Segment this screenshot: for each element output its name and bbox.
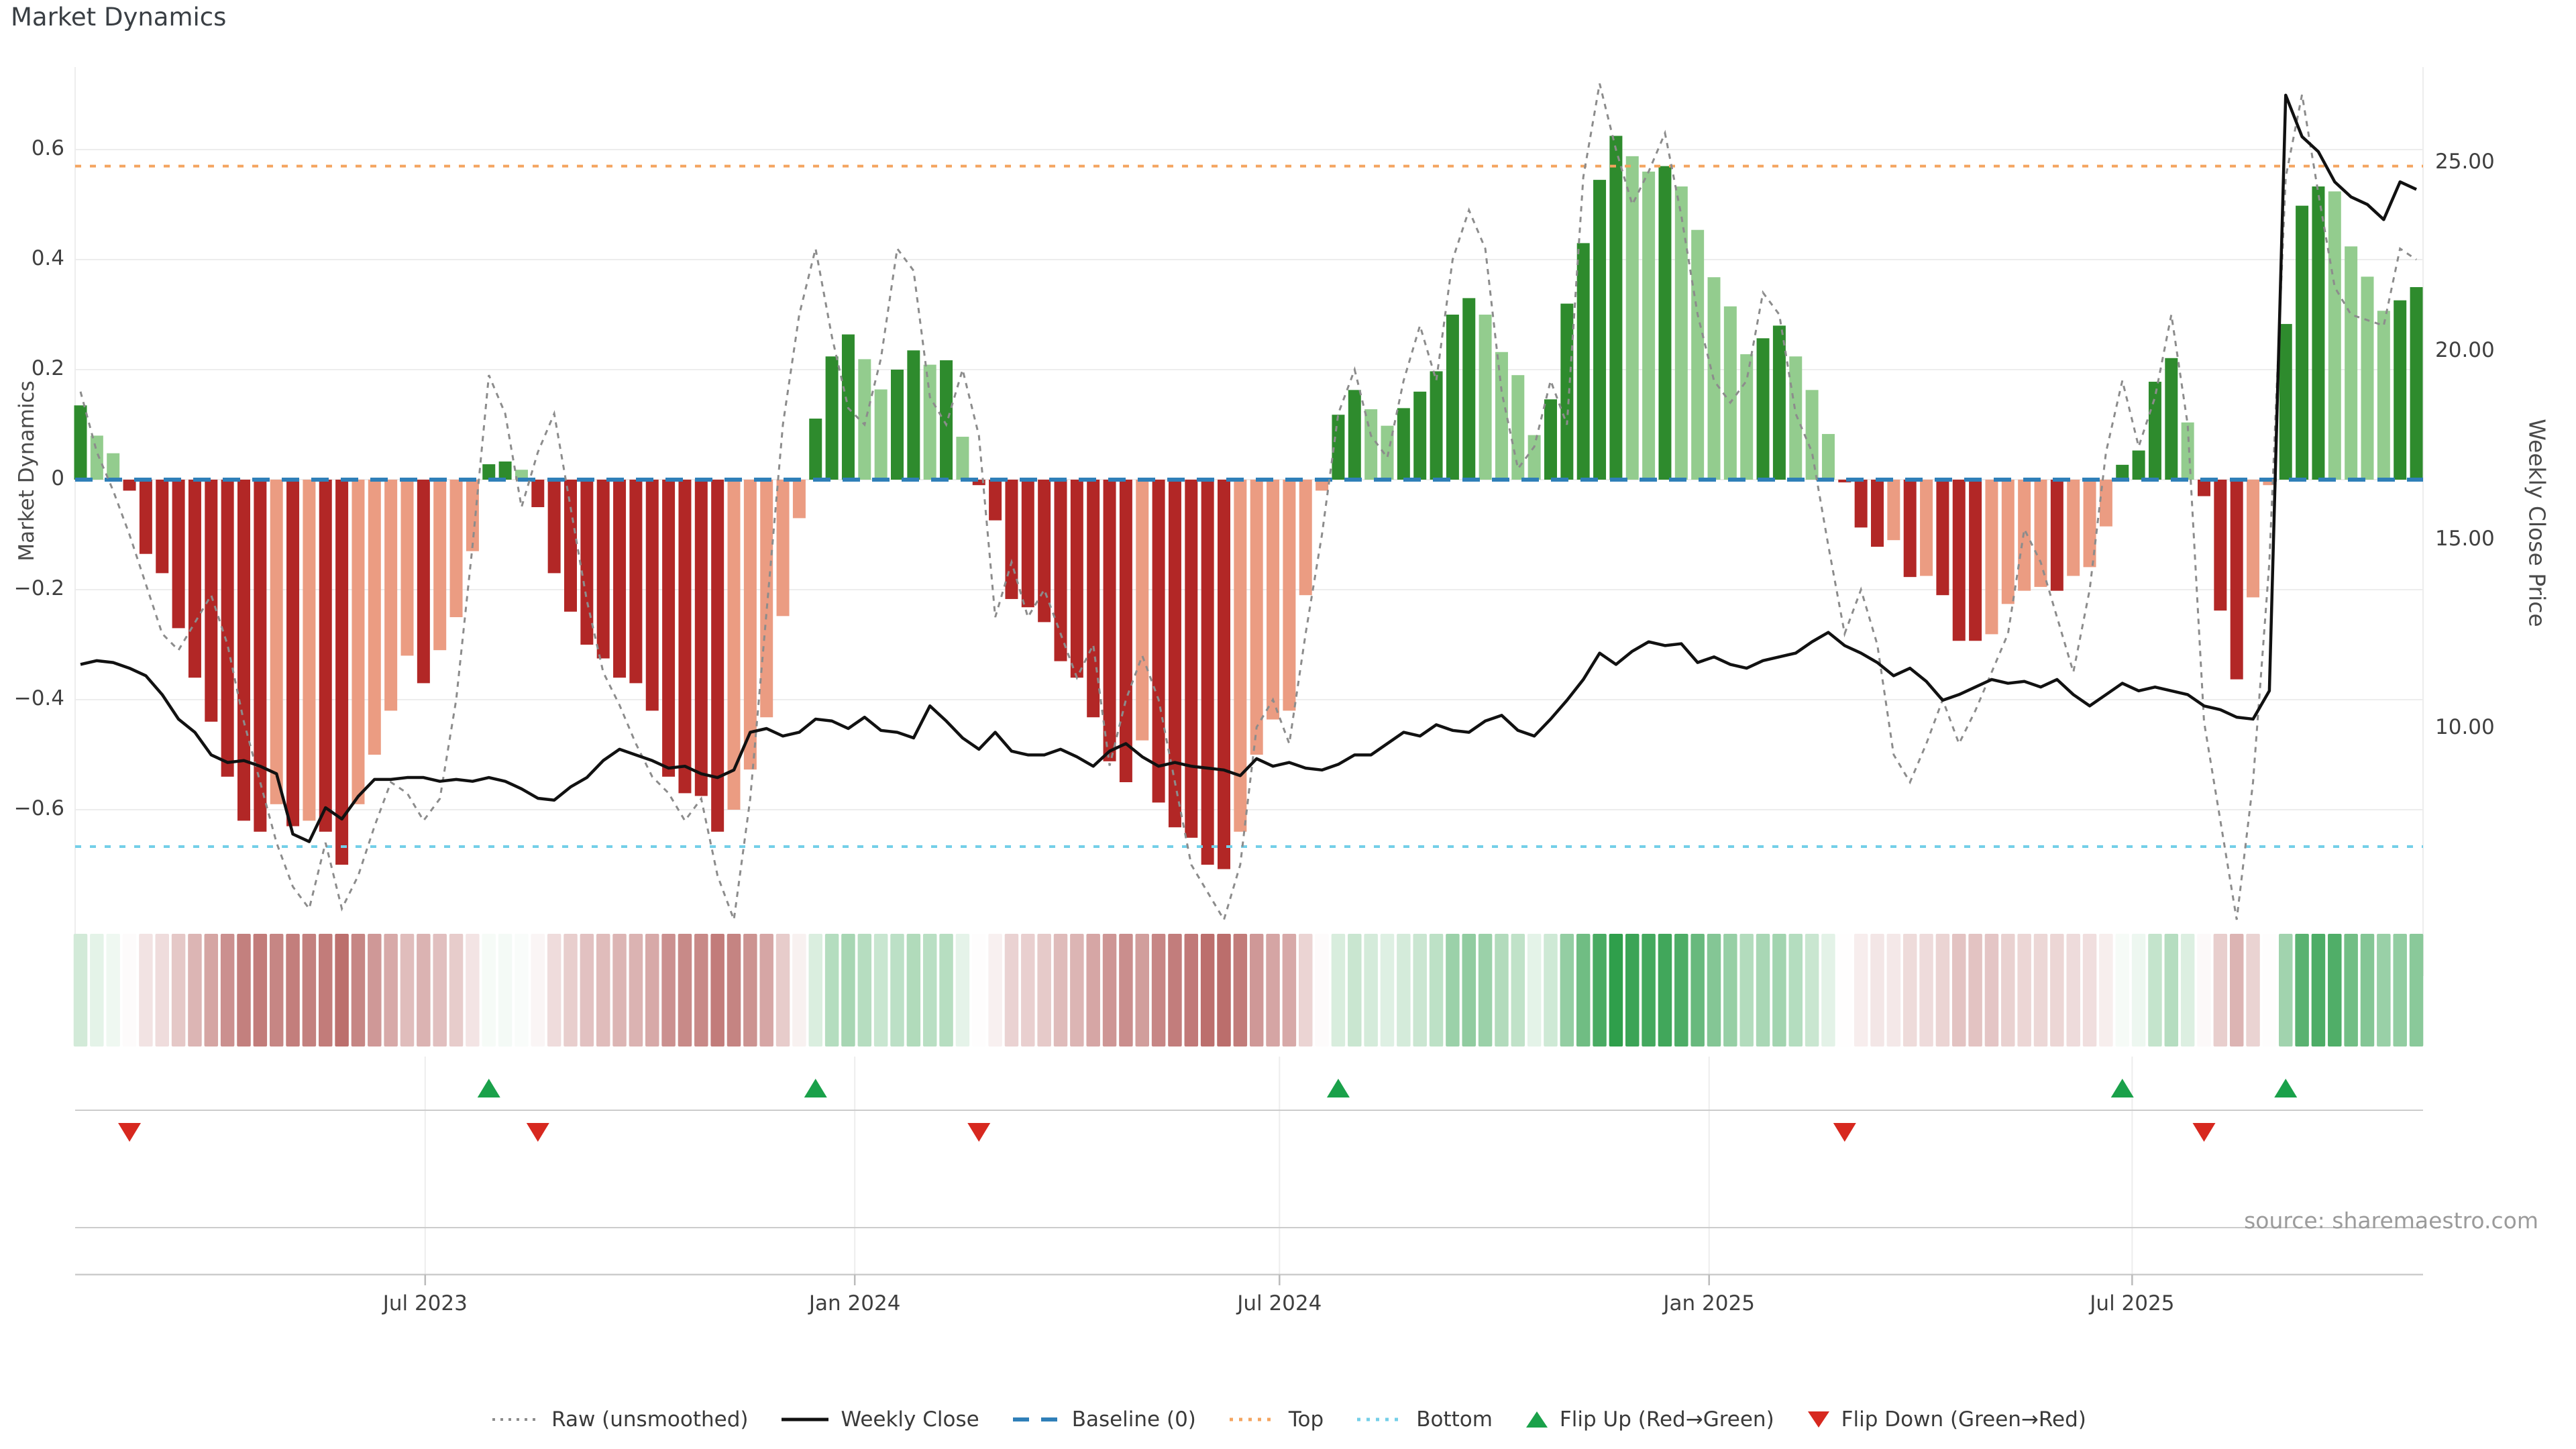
reference-lines bbox=[75, 164, 2423, 848]
left-tick-label: 0 bbox=[51, 466, 64, 490]
heatmap-strip bbox=[73, 934, 2424, 1046]
legend-label: Baseline (0) bbox=[1071, 1407, 1196, 1432]
left-tick-label: −0.4 bbox=[13, 686, 64, 710]
dotted-orange-line-icon bbox=[1229, 1417, 1277, 1421]
left-tick-label: 0.2 bbox=[31, 356, 64, 380]
legend: Raw (unsmoothed) Weekly Close Baseline (… bbox=[0, 1407, 2576, 1432]
legend-item-flip-up: Flip Up (Red→Green) bbox=[1523, 1407, 1774, 1432]
legend-item-flip-down: Flip Down (Green→Red) bbox=[1805, 1407, 2086, 1432]
dotted-gray-line-icon bbox=[492, 1418, 540, 1421]
oscillator-bars bbox=[74, 136, 2423, 869]
legend-item-bottom: Bottom bbox=[1354, 1407, 1493, 1432]
legend-label: Bottom bbox=[1416, 1407, 1493, 1432]
page-title: Market Dynamics bbox=[11, 3, 227, 32]
legend-label: Weekly Close bbox=[841, 1407, 979, 1432]
left-tick-label: 0.6 bbox=[31, 136, 64, 160]
gridlines bbox=[74, 67, 2424, 1275]
raw-line bbox=[79, 83, 2417, 922]
legend-label: Top bbox=[1288, 1407, 1324, 1432]
solid-black-line-icon bbox=[782, 1417, 829, 1421]
right-tick-label: 10.00 bbox=[2435, 715, 2495, 739]
right-tick-label: 15.00 bbox=[2435, 527, 2495, 551]
left-tick-label: −0.6 bbox=[13, 796, 64, 820]
legend-item-baseline: Baseline (0) bbox=[1010, 1407, 1196, 1432]
x-tick-label: Jan 2025 bbox=[1663, 1291, 1755, 1316]
legend-label: Flip Down (Green→Red) bbox=[1841, 1407, 2086, 1432]
x-tick-label: Jul 2023 bbox=[382, 1291, 468, 1316]
lower-panel-lines bbox=[75, 1110, 2423, 1285]
red-down-triangle-icon bbox=[1807, 1411, 1829, 1428]
x-tick-label: Jul 2025 bbox=[2090, 1291, 2175, 1316]
right-axis-label: Weekly Close Price bbox=[2524, 419, 2551, 627]
dashed-blue-line-icon bbox=[1012, 1417, 1060, 1421]
green-up-triangle-icon bbox=[1525, 1411, 1548, 1428]
legend-label: Flip Up (Red→Green) bbox=[1559, 1407, 1774, 1432]
x-tick-label: Jan 2024 bbox=[808, 1291, 901, 1316]
flip-markers bbox=[118, 1079, 2298, 1142]
legend-item-weekly-close: Weekly Close bbox=[779, 1407, 979, 1432]
left-tick-label: 0.4 bbox=[31, 246, 64, 270]
right-tick-label: 25.00 bbox=[2435, 150, 2495, 174]
legend-item-raw: Raw (unsmoothed) bbox=[490, 1407, 748, 1432]
legend-label: Raw (unsmoothed) bbox=[551, 1407, 749, 1432]
dotted-cyan-line-icon bbox=[1357, 1417, 1405, 1421]
x-tick-label: Jul 2024 bbox=[1237, 1291, 1322, 1316]
weekly-close-line bbox=[80, 93, 2417, 843]
left-tick-label: −0.2 bbox=[13, 576, 64, 600]
source-credit: source: sharemaestro.com bbox=[2244, 1208, 2538, 1234]
right-tick-label: 20.00 bbox=[2435, 338, 2495, 362]
legend-item-top: Top bbox=[1227, 1407, 1324, 1432]
